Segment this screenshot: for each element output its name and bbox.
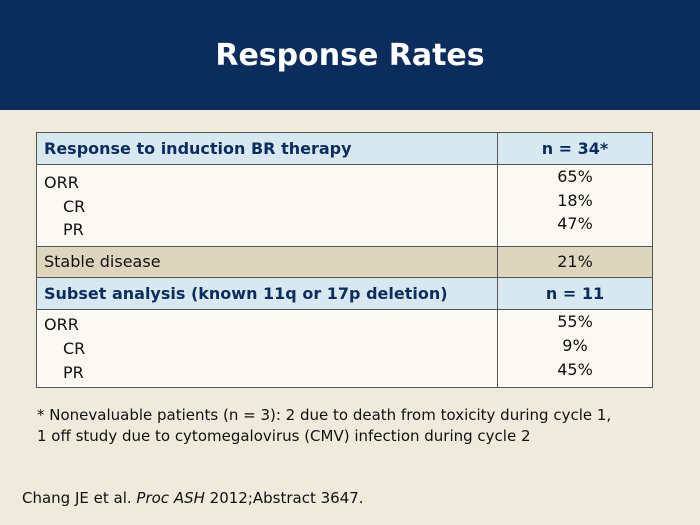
citation-authors: Chang JE et al. — [22, 489, 137, 507]
footnote-line-2: 1 off study due to cytomegalovirus (CMV)… — [37, 427, 531, 445]
subset-value-cr: 9% — [562, 335, 588, 355]
row-label-orr: ORR — [44, 173, 79, 192]
citation-journal: Proc ASH — [136, 489, 205, 507]
page-title: Response Rates — [215, 37, 485, 73]
subset-row-labels: ORR CR PR — [36, 308, 498, 388]
footnote-line-1: * Nonevaluable patients (n = 3): 2 due t… — [37, 406, 612, 424]
row-value-pr: 47% — [557, 214, 593, 233]
subset-label-orr: ORR — [44, 314, 79, 334]
subset-header-label: Subset analysis (known 11q or 17p deleti… — [36, 276, 498, 310]
subset-value-orr: 55% — [557, 311, 593, 331]
subset-header-row: Subset analysis (known 11q or 17p deleti… — [36, 276, 653, 310]
response-table: Response to induction BR therapy n = 34*… — [36, 132, 653, 388]
row-label-pr: PR — [63, 220, 84, 239]
stable-value: 21% — [497, 245, 653, 278]
citation-rest: 2012;Abstract 3647. — [204, 489, 364, 507]
stable-label: Stable disease — [36, 245, 498, 278]
row-labels: ORR CR PR — [36, 164, 498, 247]
title-bar: Response Rates — [0, 0, 700, 110]
table-header-row: Response to induction BR therapy n = 34* — [36, 132, 653, 165]
row-value-orr: 65% — [557, 167, 593, 186]
header-label: Response to induction BR therapy — [36, 132, 498, 165]
subset-header-value: n = 11 — [497, 276, 653, 310]
header-value: n = 34* — [497, 132, 653, 165]
subset-label-cr: CR — [63, 338, 86, 358]
subset-row-values: 55% 9% 45% — [497, 308, 653, 388]
citation: Chang JE et al. Proc ASH 2012;Abstract 3… — [22, 489, 364, 507]
row-label-cr: CR — [63, 196, 86, 216]
row-values: 65% 18% 47% — [497, 164, 653, 247]
table-row: ORR CR PR 65% 18% 47% — [36, 164, 653, 247]
table-row-stable-disease: Stable disease 21% — [36, 245, 653, 278]
table-row: ORR CR PR 55% 9% 45% — [36, 308, 653, 388]
subset-label-pr: PR — [63, 362, 84, 382]
subset-value-pr: 45% — [557, 359, 593, 379]
row-value-cr: 18% — [557, 190, 593, 210]
footnote: * Nonevaluable patients (n = 3): 2 due t… — [37, 405, 667, 447]
